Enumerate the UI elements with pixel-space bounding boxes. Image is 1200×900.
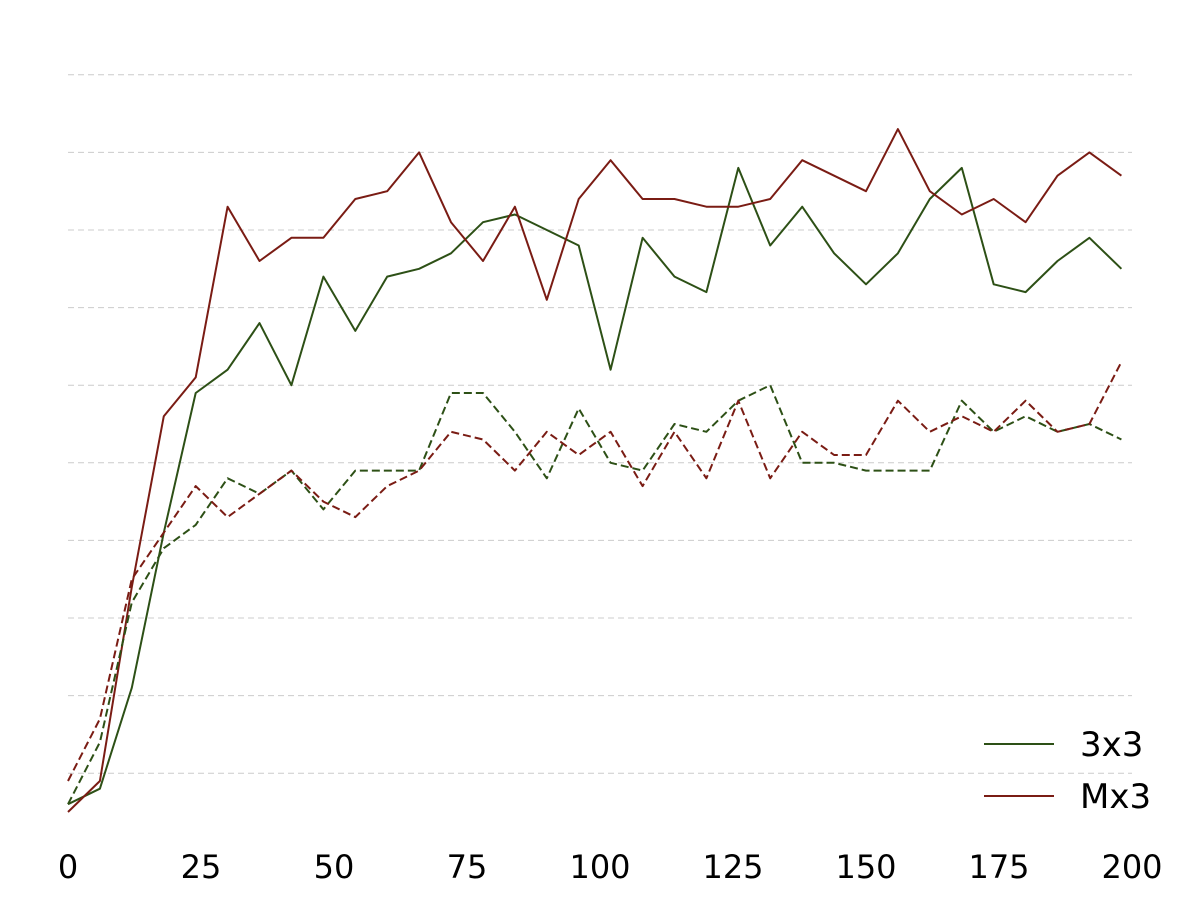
- legend-label-0: 3x3: [1080, 725, 1143, 765]
- x-tick-label: 100: [569, 848, 630, 886]
- x-tick-label: 75: [447, 848, 488, 886]
- x-tick-label: 175: [968, 848, 1029, 886]
- grid: [68, 74, 1132, 774]
- series-line-2-dashed: [67, 384, 1122, 805]
- legend-label-1: Mx3: [1080, 777, 1151, 817]
- x-tick-label: 125: [702, 848, 763, 886]
- x-tick-label: 50: [314, 848, 355, 886]
- series-line-3-dashed: [67, 361, 1123, 782]
- series-lines: [67, 128, 1123, 813]
- series-line-1-solid: [67, 128, 1122, 813]
- x-tick-label: 0: [58, 848, 78, 886]
- x-axis-tick-labels: 0 25 50 75 100 125 150 175 200: [58, 848, 1163, 886]
- x-tick-label: 200: [1101, 848, 1162, 886]
- series-line-0-solid: [67, 166, 1123, 806]
- x-tick-label: 150: [835, 848, 896, 886]
- x-tick-label: 25: [181, 848, 222, 886]
